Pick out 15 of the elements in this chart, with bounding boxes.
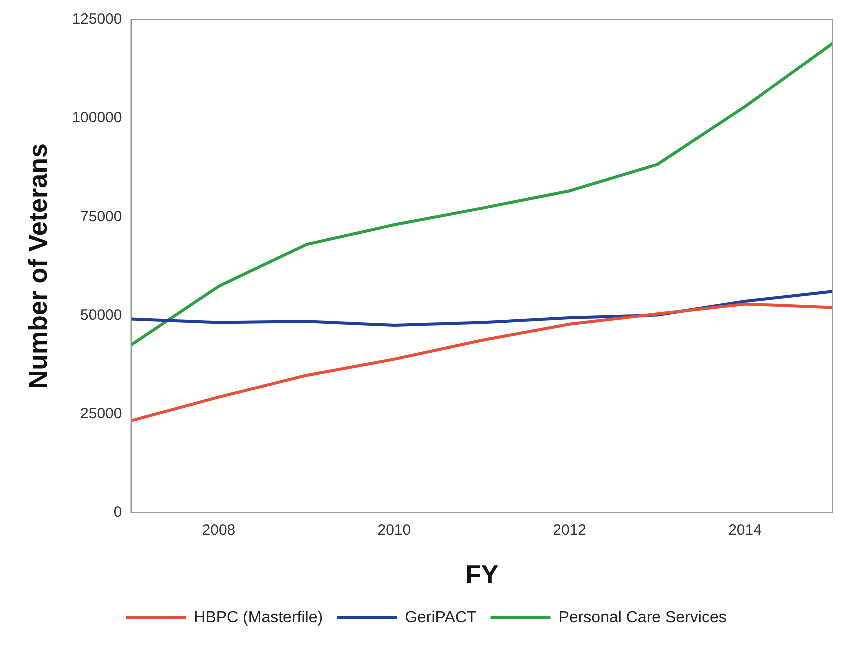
y-axis-title: Number of Veterans (22, 144, 53, 390)
y-tick-label: 0 (114, 504, 122, 521)
y-tick-label: 50000 (80, 306, 122, 324)
x-tick-label: 2010 (378, 522, 412, 539)
y-tick-label: 100000 (72, 110, 122, 127)
x-tick-label: 2008 (202, 522, 236, 539)
legend-label: HBPC (Masterfile) (194, 609, 324, 626)
y-tick-label: 75000 (80, 208, 122, 226)
y-tick-label: 125000 (72, 11, 122, 28)
legend-label: Personal Care Services (558, 609, 727, 626)
x-axis-title: FY (466, 560, 499, 590)
x-tick-label: 2014 (728, 522, 762, 539)
legend-label: GeriPACT (405, 609, 477, 626)
x-tick-label: 2012 (553, 522, 587, 539)
y-tick-label: 25000 (80, 405, 122, 422)
